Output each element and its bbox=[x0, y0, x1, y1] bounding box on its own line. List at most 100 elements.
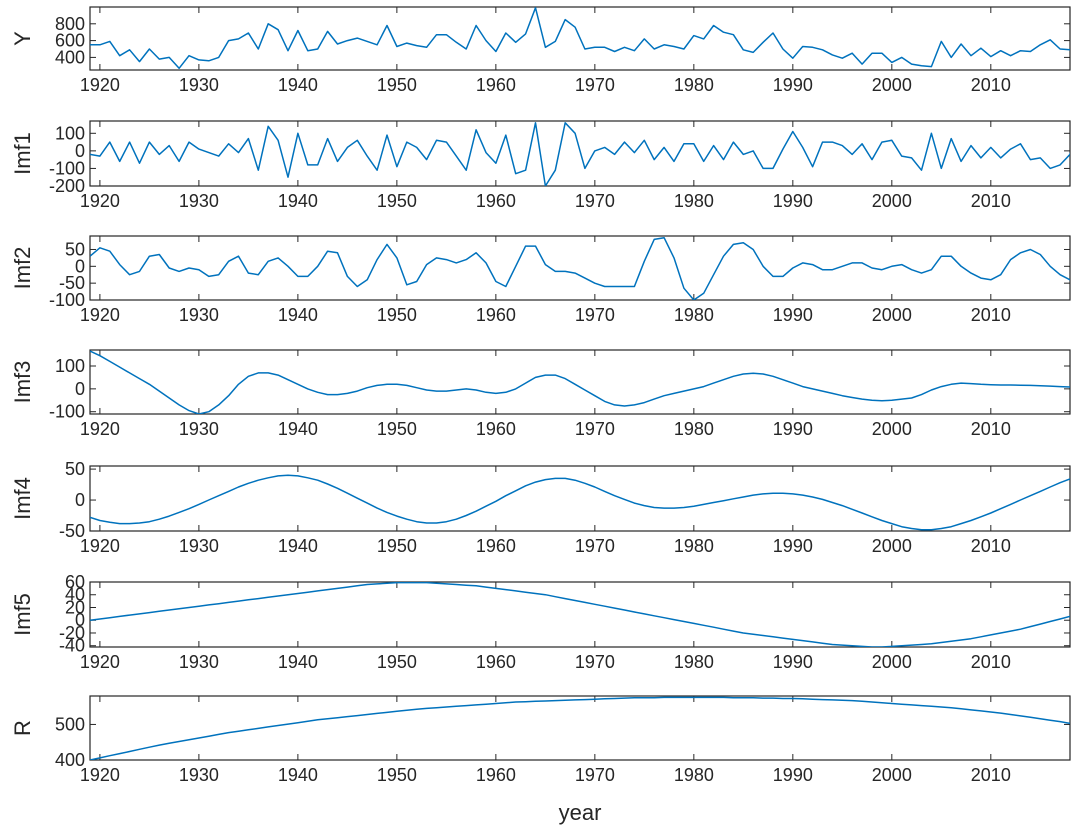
panel-frame bbox=[89, 581, 1071, 648]
y-tick-label: -100 bbox=[49, 402, 85, 422]
x-tick-label: 1920 bbox=[80, 305, 120, 325]
x-tick-label: 1980 bbox=[674, 305, 714, 325]
y-tick-label: 600 bbox=[55, 31, 85, 51]
x-tick-label: 1970 bbox=[575, 536, 615, 556]
y-tick-label: 400 bbox=[55, 750, 85, 770]
y-tick-label: 0 bbox=[75, 256, 85, 276]
panel-frame bbox=[89, 465, 1071, 532]
x-tick-label: 2010 bbox=[971, 305, 1011, 325]
x-tick-label: 1950 bbox=[377, 419, 417, 439]
x-tick-label: 2000 bbox=[872, 536, 912, 556]
x-tick-label: 1950 bbox=[377, 536, 417, 556]
x-tick-label: 1980 bbox=[674, 191, 714, 211]
x-tick-label: 1980 bbox=[674, 419, 714, 439]
series-line bbox=[90, 7, 1070, 70]
x-tick-label: 2000 bbox=[872, 419, 912, 439]
series-line bbox=[90, 696, 1070, 760]
x-tick-label: 1990 bbox=[773, 191, 813, 211]
panel-frame bbox=[89, 349, 1071, 415]
x-tick-label: 1920 bbox=[80, 765, 120, 785]
panel-frame bbox=[89, 695, 1071, 761]
panel-frame bbox=[89, 235, 1071, 301]
y-tick-label: 500 bbox=[55, 714, 85, 734]
y-tick-label: 0 bbox=[75, 141, 85, 161]
x-tick-label: 2010 bbox=[971, 536, 1011, 556]
x-tick-label: 1980 bbox=[674, 765, 714, 785]
x-tick-label: 1990 bbox=[773, 419, 813, 439]
x-tick-label: 1960 bbox=[476, 419, 516, 439]
panel-frame bbox=[89, 6, 1071, 71]
y-tick-label: -20 bbox=[59, 623, 85, 643]
x-tick-label: 1970 bbox=[575, 191, 615, 211]
x-tick-label: 1990 bbox=[773, 305, 813, 325]
y-axis-label: Imf3 bbox=[10, 361, 35, 404]
y-tick-label: -50 bbox=[59, 273, 85, 293]
x-tick-label: 1930 bbox=[179, 75, 219, 95]
x-tick-label: 1950 bbox=[377, 765, 417, 785]
x-tick-label: 2010 bbox=[971, 765, 1011, 785]
x-tick-label: 1960 bbox=[476, 536, 516, 556]
x-tick-label: 1950 bbox=[377, 305, 417, 325]
y-tick-label: 40 bbox=[65, 585, 85, 605]
x-tick-label: 1920 bbox=[80, 191, 120, 211]
y-tick-label: 800 bbox=[55, 14, 85, 34]
x-tick-label: 1970 bbox=[575, 305, 615, 325]
x-tick-label: 1930 bbox=[179, 765, 219, 785]
x-tick-label: 1920 bbox=[80, 536, 120, 556]
y-tick-label: 100 bbox=[55, 123, 85, 143]
x-tick-label: 1940 bbox=[278, 652, 318, 672]
x-tick-label: 1980 bbox=[674, 652, 714, 672]
y-tick-label: 0 bbox=[75, 490, 85, 510]
y-tick-label: 50 bbox=[65, 459, 85, 479]
series-line bbox=[90, 582, 1070, 647]
x-tick-label: 1930 bbox=[179, 652, 219, 672]
x-tick-label: 1960 bbox=[476, 652, 516, 672]
x-tick-label: 2000 bbox=[872, 191, 912, 211]
x-tick-label: 1940 bbox=[278, 765, 318, 785]
x-tick-label: 2000 bbox=[872, 652, 912, 672]
x-tick-label: 1960 bbox=[476, 191, 516, 211]
x-tick-label: 2010 bbox=[971, 75, 1011, 95]
x-tick-label: 1990 bbox=[773, 75, 813, 95]
x-tick-label: 1940 bbox=[278, 305, 318, 325]
y-axis-label: Y bbox=[10, 31, 35, 46]
x-tick-label: 1940 bbox=[278, 419, 318, 439]
x-tick-label: 1990 bbox=[773, 536, 813, 556]
y-tick-label: 400 bbox=[55, 47, 85, 67]
y-axis-label: Imf2 bbox=[10, 247, 35, 290]
x-tick-label: 1930 bbox=[179, 191, 219, 211]
x-tick-label: 2000 bbox=[872, 75, 912, 95]
y-tick-label: -200 bbox=[49, 176, 85, 196]
x-tick-label: 1960 bbox=[476, 75, 516, 95]
x-tick-label: 1990 bbox=[773, 765, 813, 785]
x-tick-label: 2010 bbox=[971, 191, 1011, 211]
y-axis-label: Imf5 bbox=[10, 593, 35, 636]
x-tick-label: 1940 bbox=[278, 191, 318, 211]
x-tick-label: 2000 bbox=[872, 305, 912, 325]
series-line bbox=[90, 122, 1070, 186]
x-tick-label: 2000 bbox=[872, 765, 912, 785]
y-tick-label: -40 bbox=[59, 636, 85, 656]
x-tick-label: 1920 bbox=[80, 75, 120, 95]
y-axis-label: R bbox=[10, 720, 35, 736]
x-tick-label: 1980 bbox=[674, 536, 714, 556]
x-tick-label: 1920 bbox=[80, 652, 120, 672]
x-tick-label: 1940 bbox=[278, 75, 318, 95]
x-tick-label: 2010 bbox=[971, 652, 1011, 672]
series-line bbox=[90, 350, 1070, 414]
x-axis-label: year bbox=[559, 800, 602, 825]
x-tick-label: 1960 bbox=[476, 765, 516, 785]
y-tick-label: 60 bbox=[65, 572, 85, 592]
x-tick-label: 1950 bbox=[377, 652, 417, 672]
x-tick-label: 1970 bbox=[575, 419, 615, 439]
x-tick-label: 1970 bbox=[575, 652, 615, 672]
x-tick-label: 1920 bbox=[80, 419, 120, 439]
x-tick-label: 1970 bbox=[575, 75, 615, 95]
y-tick-label: 0 bbox=[75, 379, 85, 399]
x-tick-label: 1930 bbox=[179, 305, 219, 325]
y-tick-label: -50 bbox=[59, 521, 85, 541]
series-line bbox=[90, 236, 1070, 300]
x-tick-label: 1930 bbox=[179, 419, 219, 439]
y-axis-label: Imf1 bbox=[10, 132, 35, 175]
